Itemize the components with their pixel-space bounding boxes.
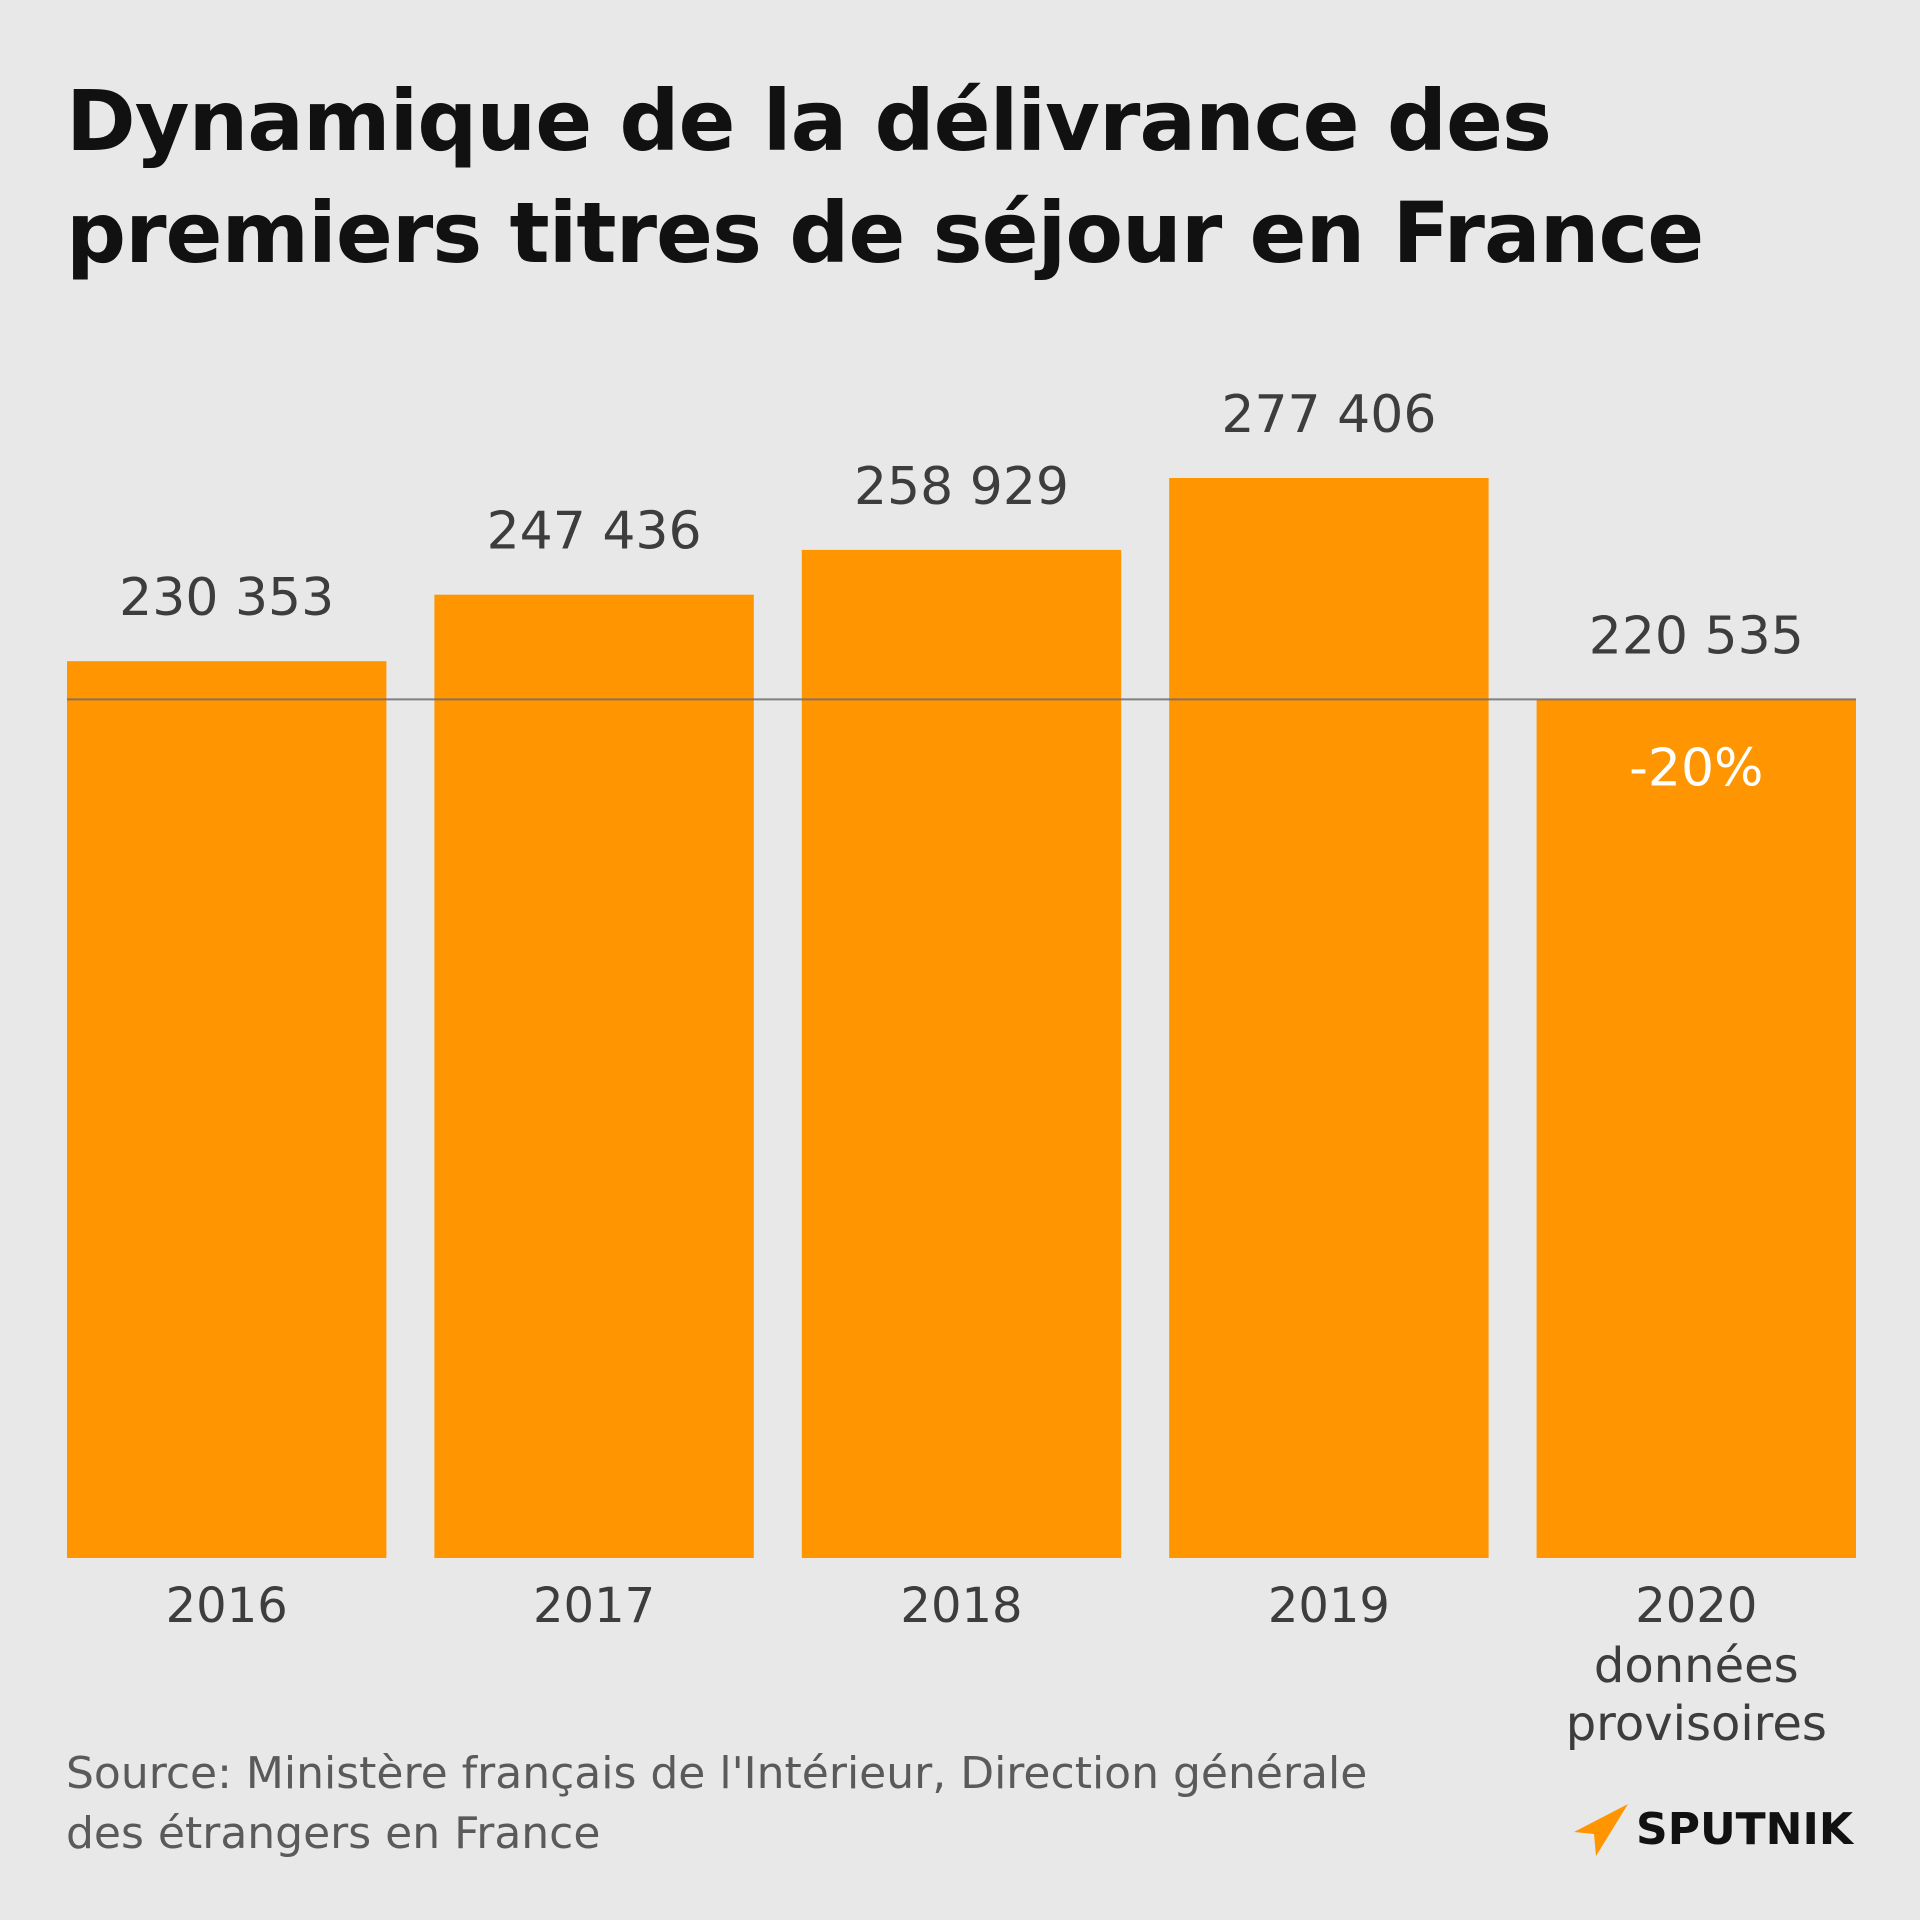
value-label-2019: 277 406 — [1221, 385, 1436, 445]
tick-sublabel-2020-2: provisoires — [1566, 1696, 1827, 1752]
bar-2016 — [67, 661, 387, 1558]
bar-2019 — [1169, 478, 1489, 1558]
bar-2017 — [434, 594, 754, 1558]
tick-label-2017: 2017 — [533, 1578, 655, 1634]
value-label-2020: 220 535 — [1589, 606, 1804, 666]
value-label-2016: 230 353 — [119, 568, 334, 628]
source-note: Source: Ministère français de l'Intérieu… — [66, 1744, 1446, 1864]
value-label-2018: 258 929 — [854, 457, 1069, 517]
source-line-2: des étrangers en France — [66, 1808, 601, 1859]
sputnik-logo-icon — [1574, 1804, 1628, 1856]
tick-label-2018: 2018 — [900, 1578, 1022, 1634]
tick-label-2016: 2016 — [166, 1578, 288, 1634]
annotation-2020: -20% — [1629, 738, 1763, 798]
bar-2020 — [1536, 699, 1856, 1558]
bar-2018 — [801, 549, 1122, 1558]
sputnik-logo: SPUTNIK — [1572, 1798, 1853, 1860]
chart-title-line-1: Dynamique de la délivrance des — [66, 72, 1552, 170]
chart-title-line-2: premiers titres de séjour en France — [66, 184, 1704, 282]
value-label-2017: 247 436 — [487, 502, 702, 562]
tick-label-2019: 2019 — [1268, 1578, 1390, 1634]
source-line-1: Source: Ministère français de l'Intérieu… — [66, 1748, 1368, 1799]
tick-sublabel-2020-1: données — [1594, 1638, 1799, 1694]
tick-label-2020: 2020 — [1635, 1578, 1757, 1634]
sputnik-logo-text: SPUTNIK — [1636, 1803, 1853, 1855]
